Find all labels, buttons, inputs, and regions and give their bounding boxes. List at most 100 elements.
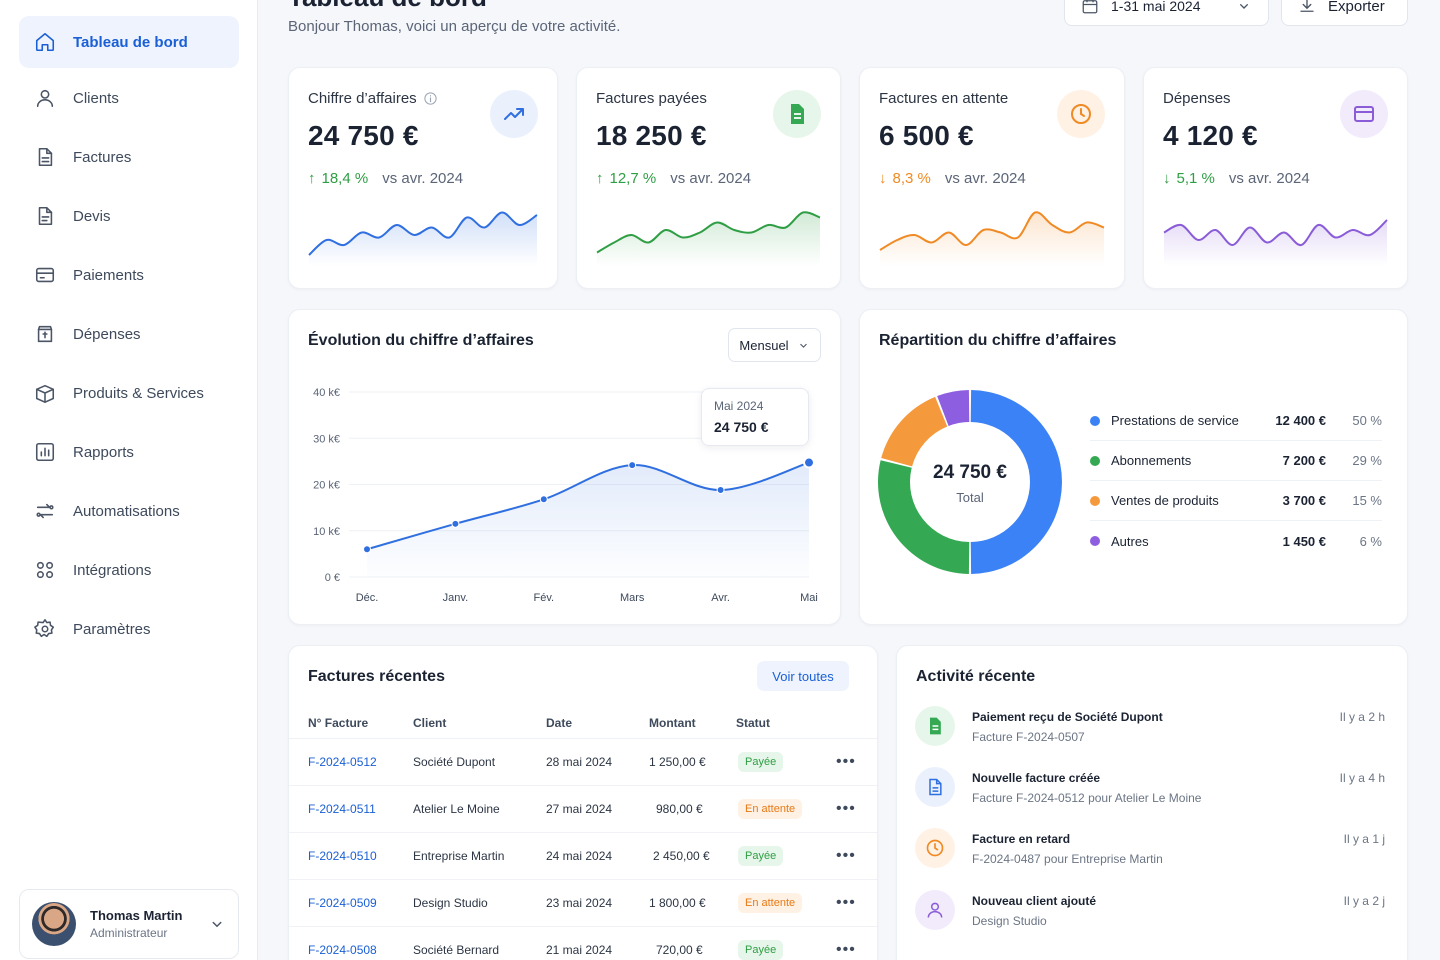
sidebar-item-quotes[interactable]: Devis — [19, 190, 239, 242]
table-header[interactable]: Montant — [649, 716, 696, 730]
sidebar-item-invoices[interactable]: Factures — [19, 131, 239, 183]
chevron-down-icon[interactable] — [208, 915, 226, 933]
legend-name: Autres — [1111, 533, 1149, 549]
period-select[interactable]: Mensuel — [728, 328, 821, 362]
donut-total-value: 24 750 € — [933, 462, 1007, 483]
legend-pct: 29 % — [1352, 453, 1382, 468]
legend-pct: 50 % — [1352, 413, 1382, 428]
sparkline-expenses — [1163, 219, 1388, 266]
sparkline-pending — [879, 211, 1105, 266]
sidebar-item-label: Automatisations — [73, 502, 180, 520]
legend-row: Prestations de service 12 400 € 50 % — [1090, 401, 1382, 441]
status-badge: Payée — [738, 752, 784, 772]
legend-dot — [1090, 455, 1100, 466]
sidebar-item-reports[interactable]: Rapports — [19, 426, 239, 478]
legend-dot — [1090, 415, 1100, 426]
invoice-number[interactable]: F-2024-0508 — [308, 943, 377, 957]
activity-title: Facture en retard — [972, 832, 1071, 846]
series-line — [366, 461, 810, 551]
invoice-number[interactable]: F-2024-0510 — [308, 849, 377, 863]
sidebar-item-payments[interactable]: Paiements — [19, 249, 239, 301]
status-badge: En attente — [738, 799, 803, 819]
kpi-label: Chiffre d’affaires — [308, 90, 417, 107]
grid-icon — [33, 558, 57, 582]
sidebar-item-expenses[interactable]: Dépenses — [19, 308, 239, 360]
tooltip-value: 24 750 € — [714, 419, 769, 435]
table-header[interactable]: Date — [546, 716, 573, 730]
table-header[interactable]: Client — [413, 716, 447, 730]
activity-item[interactable]: Nouveau client ajouté Design Studio Il y… — [915, 890, 1385, 942]
table-row[interactable]: F-2024-0509 Design Studio 23 mai 2024 1 … — [289, 880, 877, 927]
legend-name: Ventes de produits — [1111, 493, 1219, 508]
card-title: Évolution du chiffre d’affaires — [308, 332, 534, 349]
invoice-date: 24 mai 2024 — [546, 849, 613, 863]
more-actions-icon[interactable]: ••• — [836, 753, 856, 770]
sidebar-item-settings[interactable]: Paramètres — [19, 603, 239, 655]
kpi-card-pending-invoices: Factures en attente 6 500 € ↓ 8,3 % vs avr… — [859, 67, 1125, 289]
invoice-date: 23 mai 2024 — [546, 896, 613, 910]
activity-subtitle: Facture F-2024-0512 pour Atelier Le Moin… — [972, 791, 1202, 805]
invoice-icon — [773, 90, 821, 138]
invoice-amount: 2 450,00 € — [653, 849, 710, 863]
sidebar-item-dashboard[interactable]: Tableau de bord — [19, 16, 239, 68]
legend-amount: 1 450 € — [1282, 533, 1326, 549]
export-label: Exporter — [1328, 0, 1385, 15]
sidebar-item-automations[interactable]: Automatisations — [19, 485, 239, 537]
sidebar-item-products[interactable]: Produits & Services — [19, 367, 239, 419]
user-name: Thomas Martin — [90, 908, 183, 923]
table-header[interactable]: N° Facture — [308, 716, 369, 730]
clock-icon — [915, 828, 955, 868]
export-button[interactable]: Exporter — [1281, 0, 1408, 26]
kpi-compare: vs avr. 2024 — [944, 170, 1026, 187]
arrow-up-icon: ↑ — [596, 170, 604, 187]
kpi-delta: 12,7 % — [609, 170, 657, 187]
more-actions-icon[interactable]: ••• — [836, 941, 856, 958]
donut-slice — [881, 396, 948, 467]
sidebar-item-clients[interactable]: Clients — [19, 72, 239, 124]
document-icon — [33, 204, 57, 228]
table-header[interactable]: Statut — [736, 716, 770, 730]
more-actions-icon[interactable]: ••• — [836, 800, 856, 817]
donut-total-label: Total — [956, 490, 984, 505]
invoice-date: 27 mai 2024 — [546, 802, 613, 816]
kpi-label: Dépenses — [1163, 90, 1231, 107]
activity-item[interactable]: Paiement reçu de Société Dupont Facture … — [915, 706, 1385, 758]
more-actions-icon[interactable]: ••• — [836, 894, 856, 911]
report-icon — [33, 440, 57, 464]
invoice-client: Entreprise Martin — [413, 849, 505, 863]
chevron-down-icon — [1240, 3, 1248, 9]
revenue-split-card: Répartition du chiffre d’affaires 24 750… — [859, 309, 1408, 625]
more-actions-icon[interactable]: ••• — [836, 847, 856, 864]
invoice-number[interactable]: F-2024-0511 — [308, 802, 376, 816]
activity-item[interactable]: Facture en retard F-2024-0487 pour Entre… — [915, 828, 1385, 880]
invoice-date: 28 mai 2024 — [546, 755, 613, 769]
activity-item[interactable]: Nouvelle facture créée Facture F-2024-05… — [915, 767, 1385, 819]
activity-time: Il y a 2 h — [1339, 710, 1385, 724]
table-row[interactable]: F-2024-0510 Entreprise Martin 24 mai 202… — [289, 833, 877, 880]
user-menu[interactable]: Thomas Martin Administrateur — [19, 889, 239, 959]
y-tick-label: 10 k€ — [313, 526, 340, 538]
sidebar-item-label: Intégrations — [73, 561, 152, 579]
invoice-number[interactable]: F-2024-0509 — [308, 896, 377, 910]
sidebar-item-integrations[interactable]: Intégrations — [19, 544, 239, 596]
credit-card-icon — [33, 263, 57, 287]
trend-up-icon — [490, 90, 538, 138]
invoice-number[interactable]: F-2024-0512 — [308, 755, 377, 769]
sidebar-item-label: Factures — [73, 148, 132, 166]
info-icon[interactable] — [423, 91, 438, 106]
invoice-amount: 720,00 € — [656, 943, 703, 957]
donut-slice — [937, 390, 970, 426]
date-range-select[interactable]: 1-31 mai 2024 — [1064, 0, 1269, 26]
sparkline-paid — [596, 211, 821, 266]
activity-time: Il y a 2 j — [1343, 894, 1385, 908]
card-title: Activité récente — [916, 668, 1036, 685]
x-tick-label: Avr. — [711, 592, 730, 604]
kpi-delta: 8,3 % — [892, 170, 931, 187]
x-tick-label: Mai — [800, 592, 818, 604]
see-all-invoices-button[interactable]: Voir toutes — [757, 661, 849, 691]
kpi-value: 24 750 € — [308, 120, 419, 151]
table-row[interactable]: F-2024-0508 Société Bernard 21 mai 2024 … — [289, 927, 877, 960]
table-row[interactable]: F-2024-0511 Atelier Le Moine 27 mai 2024… — [289, 786, 877, 833]
legend-name: Prestations de service — [1111, 413, 1239, 428]
table-row[interactable]: F-2024-0512 Société Dupont 28 mai 2024 1… — [289, 739, 877, 786]
